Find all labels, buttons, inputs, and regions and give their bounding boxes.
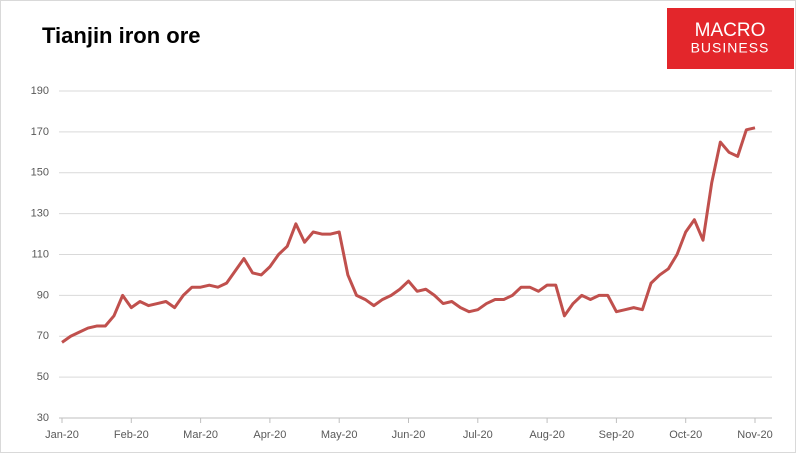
y-tick-label: 30 [37, 412, 49, 424]
y-tick-label: 90 [37, 289, 49, 301]
x-tick-label: Oct-20 [669, 429, 702, 441]
y-tick-label: 50 [37, 371, 49, 383]
logo-text: BUSINESS [691, 40, 770, 56]
x-tick-label: Apr-20 [253, 429, 286, 441]
data-line [61, 126, 756, 344]
y-tick-label: 110 [31, 248, 49, 260]
y-tick-label: 170 [31, 126, 49, 138]
y-tick-label: 130 [31, 208, 49, 220]
x-tick-label: Jun-20 [392, 429, 426, 441]
logo-text: MACRO [695, 20, 766, 41]
x-tick-label: Aug-20 [529, 429, 564, 441]
x-tick-label: Feb-20 [114, 429, 149, 441]
x-tick-label: Sep-20 [599, 429, 634, 441]
x-tick-label: May-20 [321, 429, 358, 441]
x-tick-label: Mar-20 [183, 429, 218, 441]
y-tick-label: 70 [37, 330, 49, 342]
y-tick-label: 190 [31, 85, 49, 97]
logo-box [667, 8, 794, 69]
chart-title: Tianjin iron ore [42, 23, 201, 48]
y-tick-label: 150 [31, 167, 49, 179]
x-tick-label: Nov-20 [737, 429, 772, 441]
x-tick-label: Jan-20 [45, 429, 79, 441]
x-tick-label: Jul-20 [463, 429, 493, 441]
